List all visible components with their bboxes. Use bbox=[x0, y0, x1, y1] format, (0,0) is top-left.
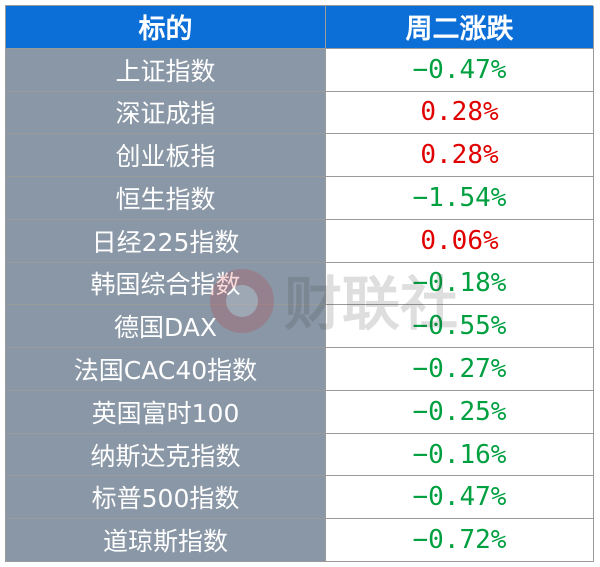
row-change: −1.54% bbox=[326, 177, 594, 220]
row-change: −0.47% bbox=[326, 476, 594, 520]
row-change: −0.25% bbox=[326, 390, 594, 434]
row-change: −0.72% bbox=[326, 519, 594, 562]
row-name: 英国富时100 bbox=[6, 390, 326, 434]
row-change: 0.06% bbox=[326, 219, 594, 263]
index-change-table: 标的 周二涨跌 上证指数 −0.47% 深证成指 0.28% 创业板指 0.28… bbox=[5, 5, 594, 562]
row-name: 恒生指数 bbox=[6, 177, 326, 220]
row-name: 日经225指数 bbox=[6, 219, 326, 263]
row-name: 法国CAC40指数 bbox=[6, 348, 326, 391]
row-change: 0.28% bbox=[326, 91, 594, 135]
row-name: 道琼斯指数 bbox=[6, 519, 326, 562]
row-name: 德国DAX bbox=[6, 305, 326, 349]
row-change: −0.18% bbox=[326, 262, 594, 306]
row-name: 韩国综合指数 bbox=[6, 262, 326, 306]
row-name: 深证成指 bbox=[6, 91, 326, 135]
row-name: 标普500指数 bbox=[6, 476, 326, 520]
row-change: −0.16% bbox=[326, 433, 594, 477]
row-change: 0.28% bbox=[326, 134, 594, 178]
row-name: 纳斯达克指数 bbox=[6, 433, 326, 477]
header-name: 标的 bbox=[6, 6, 326, 49]
row-name: 上证指数 bbox=[6, 48, 326, 92]
row-change: −0.27% bbox=[326, 348, 594, 391]
row-change: −0.47% bbox=[326, 48, 594, 92]
header-change: 周二涨跌 bbox=[326, 6, 594, 49]
row-name: 创业板指 bbox=[6, 134, 326, 178]
row-change: −0.55% bbox=[326, 305, 594, 349]
